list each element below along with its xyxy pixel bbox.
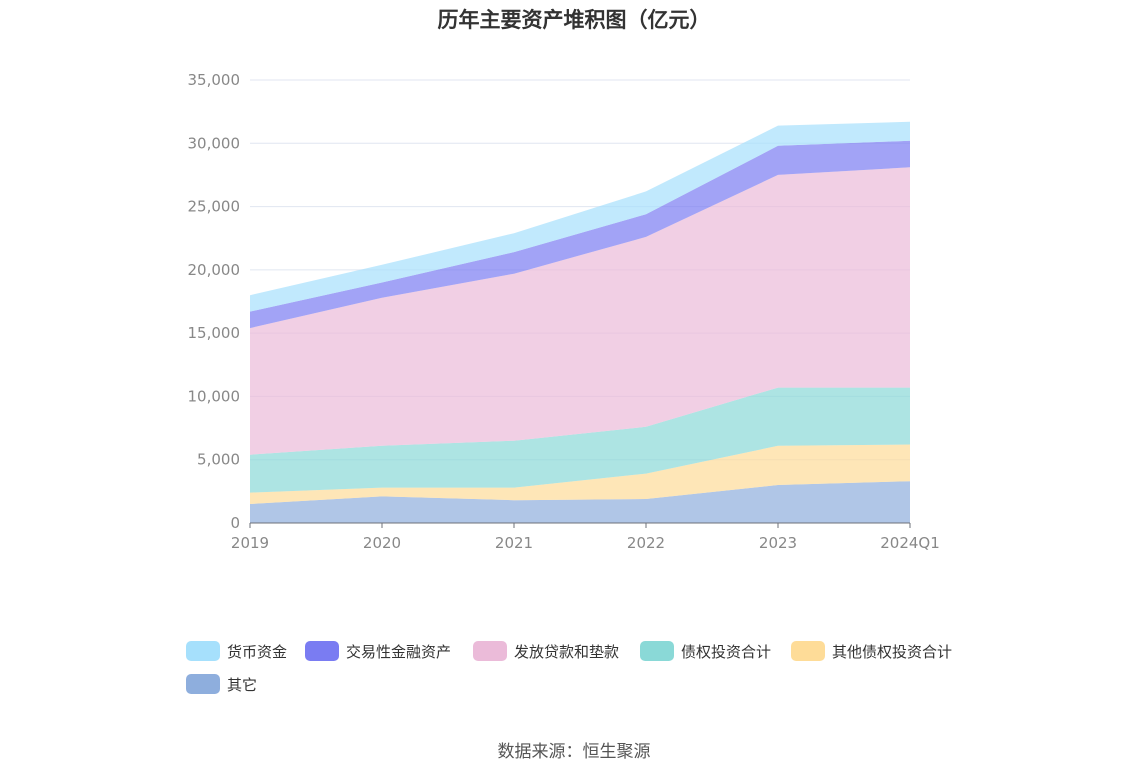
y-tick-label: 15,000 bbox=[188, 324, 241, 342]
legend-label: 其他债权投资合计 bbox=[832, 642, 953, 661]
legend-swatch bbox=[186, 641, 220, 661]
source-note: 数据来源：恒生聚源 bbox=[497, 742, 651, 762]
legend-item[interactable]: 交易性金融资产 bbox=[305, 640, 451, 662]
legend-label: 债权投资合计 bbox=[681, 642, 772, 661]
legend-swatch bbox=[186, 674, 220, 694]
y-tick-label: 30,000 bbox=[188, 134, 241, 152]
series-area bbox=[250, 387, 910, 493]
y-tick-label: 5,000 bbox=[197, 451, 240, 469]
legend-label: 货币资金 bbox=[227, 642, 288, 661]
legend-item[interactable]: 发放贷款和垫款 bbox=[473, 640, 619, 662]
axes: 0 5,000 10,000 15,000 20,000 25,000 30,000 35,0… bbox=[188, 71, 940, 552]
series-area bbox=[250, 444, 910, 504]
series-areas bbox=[250, 121, 910, 523]
series-area bbox=[250, 167, 910, 455]
legend-label: 发放贷款和垫款 bbox=[514, 642, 620, 661]
legend-swatch bbox=[640, 641, 674, 661]
x-tick-label: 2020 bbox=[363, 534, 401, 552]
x-tick-label: 2021 bbox=[495, 534, 533, 552]
legend-item[interactable]: 债权投资合计 bbox=[640, 640, 771, 662]
legend-swatch bbox=[305, 641, 339, 661]
x-tick-label: 2024Q1 bbox=[880, 534, 940, 552]
legend-swatch bbox=[473, 641, 507, 661]
y-tick-label: 20,000 bbox=[188, 261, 241, 279]
legend-item[interactable]: 其它 bbox=[186, 673, 257, 695]
legend-label: 其它 bbox=[227, 675, 258, 694]
legend-label: 交易性金融资产 bbox=[346, 642, 452, 661]
x-tick-label: 2022 bbox=[627, 534, 665, 552]
series-area bbox=[250, 481, 910, 523]
x-tick-label: 2019 bbox=[231, 534, 269, 552]
x-tick-label: 2023 bbox=[759, 534, 797, 552]
series-area bbox=[250, 140, 910, 329]
legend-swatch bbox=[791, 641, 825, 661]
series-area bbox=[250, 121, 910, 312]
y-tick-label: 25,000 bbox=[188, 198, 241, 216]
y-tick-label: 35,000 bbox=[188, 71, 241, 89]
y-tick-label: 0 bbox=[230, 514, 240, 532]
legend-item[interactable]: 货币资金 bbox=[186, 640, 287, 662]
legend-item[interactable]: 其他债权投资合计 bbox=[791, 640, 952, 662]
y-tick-label: 10,000 bbox=[188, 387, 241, 405]
area-chart: 0 5,000 10,000 15,000 20,000 25,000 30,000 35,0… bbox=[188, 71, 940, 552]
chart-title: 历年主要资产堆积图（亿元） bbox=[437, 8, 711, 32]
